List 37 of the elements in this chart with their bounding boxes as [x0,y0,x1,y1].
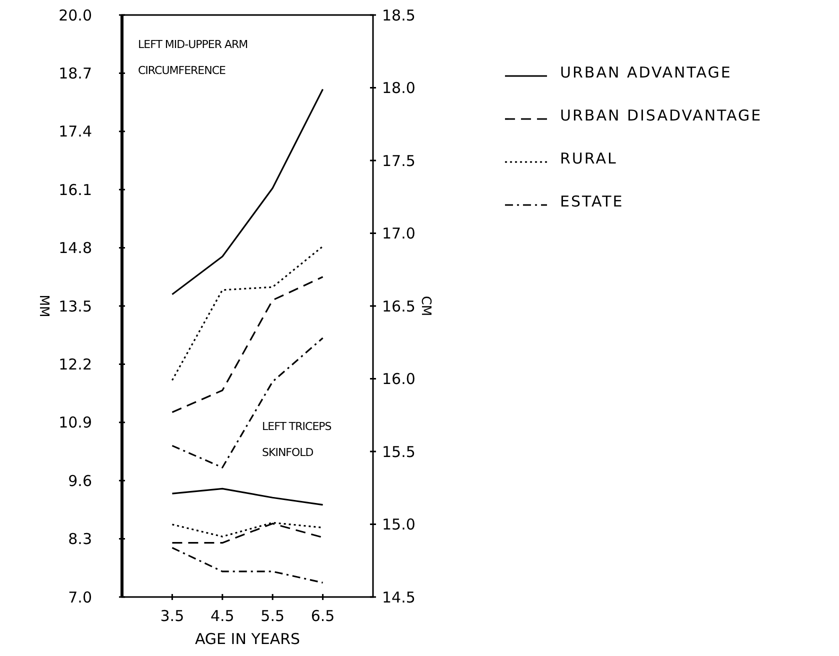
y-tick-label: 13.5 [58,297,92,316]
y-tick-label: 10.9 [58,414,92,432]
line-series [171,88,324,296]
y-tick-label: 12.2 [58,355,92,374]
y2-tick-label: 16.0 [382,370,416,388]
legend-label: RURAL [560,149,618,168]
y-tick-label: 20.0 [58,6,92,24]
x-tick-label: 3.5 [160,607,184,625]
y2-axis-title: CM [418,296,433,316]
legend-label: URBAN DISADVANTAGE [560,106,762,124]
y-tick-label: 18.7 [58,64,92,82]
x-axis-title: AGE IN YEARS [194,630,300,648]
annotation: LEFT TRICEPS SKINFOLD [262,420,332,459]
y2-tick-label: 14.5 [382,588,416,606]
y-tick-label: 8.3 [68,530,92,548]
y2-tick-label: 17.5 [382,152,416,170]
y-tick-label: 7.0 [68,588,92,606]
y2-tick-label: 16.5 [382,297,416,316]
legend-label: URBAN ADVANTAGE [560,63,732,82]
y-tick-label: 16.1 [58,180,92,199]
y-tick-label: 17.4 [58,122,92,141]
y2-tick-label: 17.0 [382,224,416,242]
line-series [171,488,324,506]
y-tick-label: 14.8 [58,239,92,258]
y2-tick-label: 18.5 [382,6,416,24]
annotation: LEFT MID-UPPER ARM CIRCUMFERENCE [138,38,248,77]
y2-tick-label: 15.0 [382,516,416,534]
y2-tick-label: 15.5 [382,442,416,461]
y-tick-label: 9.6 [68,472,92,490]
legend-label: ESTATE [560,192,624,210]
y-axis-title: MM [36,294,51,318]
line-series [171,276,324,414]
x-tick-label: 4.5 [210,607,234,625]
line-series [171,246,324,382]
x-tick-label: 5.5 [260,607,285,625]
y2-tick-label: 18.0 [382,79,416,97]
x-tick-label: 6.5 [310,607,335,625]
